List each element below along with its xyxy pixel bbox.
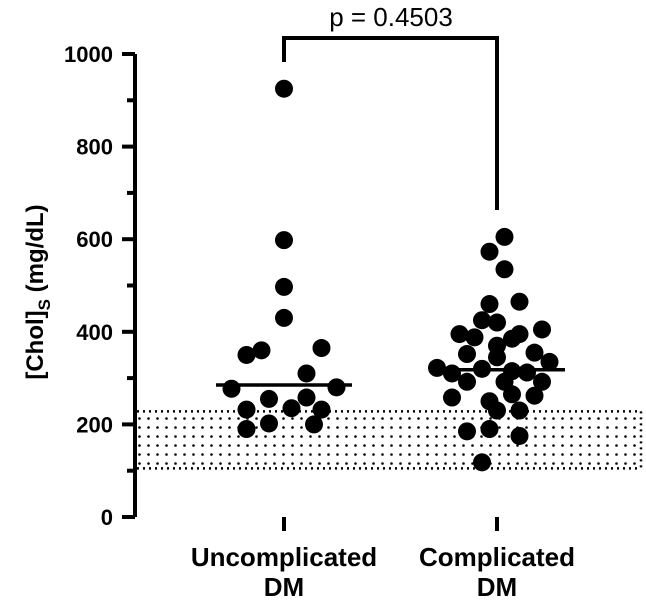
svg-text:[Chol]S (mg/dL): [Chol]S (mg/dL) (22, 204, 54, 379)
data-point (510, 401, 529, 420)
y-axis-title: [Chol]S (mg/dL) (22, 204, 54, 379)
data-point (312, 400, 331, 419)
data-point (525, 386, 544, 405)
data-point (503, 385, 521, 404)
data-point (275, 308, 293, 327)
data-point (510, 292, 529, 311)
data-point (473, 311, 491, 330)
y-tick-label: 400 (76, 320, 113, 345)
p-value-label: p = 0.4503 (329, 2, 453, 32)
y-tick-label: 200 (76, 412, 113, 437)
x-category-label-line1: Uncomplicated (191, 542, 377, 572)
data-point (237, 345, 256, 364)
data-point (428, 358, 446, 377)
data-point (252, 341, 271, 360)
y-tick-label: 800 (76, 135, 113, 160)
median-lines (216, 368, 565, 387)
data-point (480, 242, 499, 261)
data-point (237, 400, 256, 419)
data-point (275, 277, 293, 296)
data-point (480, 295, 499, 314)
data-point (458, 422, 476, 441)
data-point (312, 339, 331, 358)
data-point (297, 364, 316, 383)
y-axis-title-unit: (mg/dL) (22, 204, 49, 299)
x-category-label-line2: DM (477, 572, 517, 602)
data-point (443, 388, 461, 407)
data-point (327, 378, 346, 397)
data-point (458, 372, 476, 391)
data-point (518, 363, 536, 382)
data-point (465, 328, 484, 347)
y-tick-label: 1000 (64, 42, 113, 67)
significance-annotation: p = 0.4503 (282, 2, 499, 210)
data-point (305, 415, 323, 434)
y-axis: 0 200 400 600 800 1000 (64, 42, 137, 530)
data-point (450, 325, 469, 344)
data-point (533, 320, 551, 339)
data-point (488, 401, 506, 420)
data-point (488, 348, 506, 367)
y-axis-title-main: [Chol] (22, 310, 49, 379)
data-point (282, 399, 301, 418)
data-point (297, 388, 316, 407)
data-point (222, 379, 241, 398)
x-category-label-line1: Complicated (419, 542, 575, 572)
data-point (495, 227, 514, 246)
data-point (533, 372, 551, 391)
data-point (473, 453, 491, 472)
data-point (275, 231, 293, 250)
reference-band (137, 411, 641, 469)
data-point (525, 343, 544, 362)
data-point (488, 313, 506, 332)
data-point (480, 420, 499, 439)
y-axis-title-subscript: S (35, 299, 54, 310)
data-point (275, 79, 293, 98)
data-point (237, 420, 256, 439)
data-point (510, 426, 529, 445)
reference-band-layer (137, 410, 643, 470)
y-tick-label: 600 (76, 227, 113, 252)
data-point (260, 414, 278, 433)
data-point (495, 260, 514, 279)
data-point (540, 352, 559, 371)
data-point (260, 389, 278, 408)
data-point (503, 329, 521, 348)
y-tick-label: 0 (101, 505, 113, 530)
significance-bracket (282, 36, 499, 210)
x-category-label-line2: DM (264, 572, 304, 602)
data-point (458, 345, 476, 364)
